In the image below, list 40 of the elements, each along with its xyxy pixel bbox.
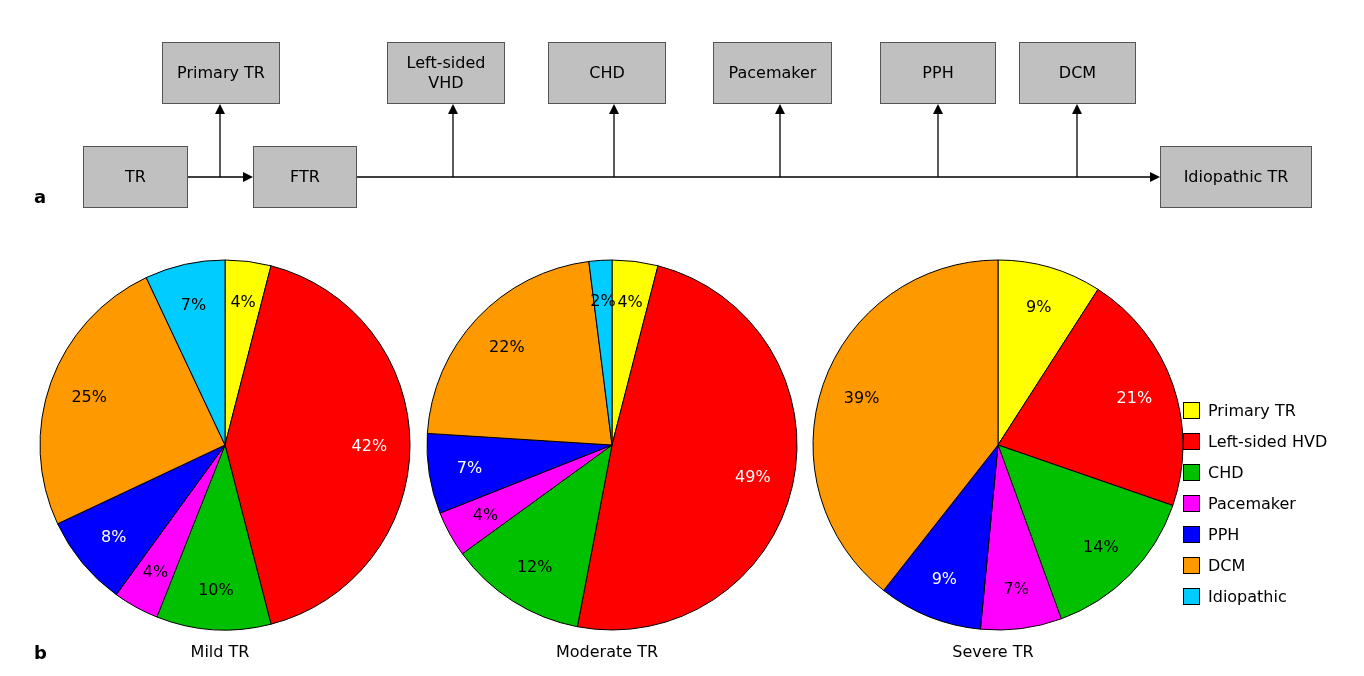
text: TR: [83, 146, 188, 208]
text: FTR: [253, 146, 357, 208]
legend-label: DCM: [1208, 556, 1246, 575]
legend-label: Primary TR: [1208, 401, 1296, 420]
data-label: 12%: [516, 557, 553, 577]
data-label: 7%: [1003, 578, 1029, 598]
text: b: [34, 642, 47, 663]
data-label: 9%: [1025, 297, 1052, 317]
data-label: 22%: [489, 336, 525, 356]
legend-label: CHD: [1208, 463, 1244, 482]
text: DCM: [1019, 42, 1136, 104]
data-label: 7%: [180, 294, 207, 314]
text: Severe TR: [951, 642, 1035, 661]
data-label: 21%: [1116, 388, 1153, 408]
legend-label: Idiopathic: [1208, 587, 1287, 606]
text: Left-sided VHD: [387, 42, 505, 104]
data-label: 8%: [101, 527, 127, 547]
data-label: 9%: [931, 569, 958, 589]
text: Idiopathic TR: [1160, 146, 1312, 208]
data-label: 25%: [71, 386, 108, 406]
data-label: 42%: [351, 435, 388, 455]
text: Mild TR: [189, 642, 251, 661]
data-label: 14%: [1083, 536, 1119, 556]
text: PPH: [880, 42, 996, 104]
text: a: [34, 186, 47, 207]
data-label: 4%: [617, 292, 643, 312]
text: Pacemaker: [713, 42, 832, 104]
data-label: 4%: [472, 505, 499, 525]
legend-label: PPH: [1208, 525, 1240, 544]
data-label: 4%: [230, 292, 256, 312]
data-label: 4%: [142, 561, 169, 581]
data-label: 39%: [843, 388, 880, 408]
data-label: 10%: [198, 579, 234, 599]
legend-label: Left-sided HVD: [1208, 432, 1328, 451]
legend-label: Pacemaker: [1208, 494, 1296, 513]
text: Primary TR: [162, 42, 280, 104]
data-label: 49%: [735, 466, 771, 486]
text: CHD: [548, 42, 666, 104]
data-label: 7%: [456, 458, 483, 478]
text: Moderate TR: [554, 642, 660, 661]
